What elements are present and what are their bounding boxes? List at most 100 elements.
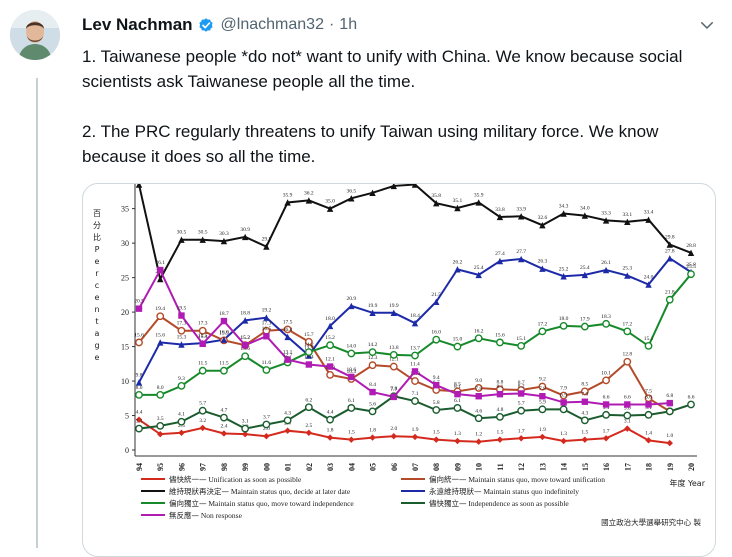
data-label: 17.3 xyxy=(262,321,272,327)
x-tick-label: 07 xyxy=(411,463,420,471)
data-label: 14.2 xyxy=(368,342,378,348)
data-point xyxy=(496,257,504,265)
data-point xyxy=(389,362,398,371)
data-point xyxy=(241,317,249,324)
data-point xyxy=(433,381,440,389)
data-point xyxy=(602,319,610,328)
y-tick-label: 0 xyxy=(125,446,129,455)
y-axis-label-char: n xyxy=(94,305,99,314)
data-label: 15.1 xyxy=(516,336,526,342)
data-point xyxy=(305,197,313,204)
more-options-button[interactable] xyxy=(696,14,718,36)
y-tick-label: 20 xyxy=(121,308,129,317)
x-tick-label: 97 xyxy=(199,463,208,471)
data-point xyxy=(644,341,653,350)
data-label: 15.6 xyxy=(134,332,144,338)
data-label: 8.8 xyxy=(496,379,503,385)
data-point xyxy=(156,421,165,430)
data-label: 3.2 xyxy=(199,418,206,424)
data-point xyxy=(580,387,589,396)
data-point xyxy=(368,361,377,370)
data-point xyxy=(517,390,525,397)
data-point xyxy=(623,327,632,336)
series-line xyxy=(138,267,670,406)
data-point xyxy=(348,302,355,310)
user-handle[interactable]: @lnachman32 xyxy=(220,16,324,33)
display-name[interactable]: Lev Nachman xyxy=(82,15,193,34)
data-label: 5.1 xyxy=(603,405,610,411)
x-tick-label: 02 xyxy=(305,463,314,471)
data-label: 1.3 xyxy=(454,431,461,437)
y-tick-label: 25 xyxy=(121,274,129,283)
data-label: 2.5 xyxy=(305,423,312,429)
data-point xyxy=(368,348,377,356)
data-label: 6.1 xyxy=(454,398,461,404)
y-axis-label-char: t xyxy=(95,317,98,326)
data-label: 13.7 xyxy=(410,346,420,352)
data-label: 3.1 xyxy=(136,419,143,425)
tweet-media-image[interactable]: 0 5 10 15 20 25 30 35 94 95 96 97 98 99 00 01 02 03 04 05 06… xyxy=(82,183,716,557)
data-label: 30.9 xyxy=(240,227,250,233)
x-tick-label: 15 xyxy=(581,463,590,471)
avatar[interactable] xyxy=(10,10,60,60)
data-point xyxy=(581,436,589,443)
data-point xyxy=(644,410,653,419)
data-point xyxy=(474,384,483,392)
legend-label-en: Maintain status quo, decide at later dat… xyxy=(229,487,351,496)
data-label: 5.9 xyxy=(539,399,546,405)
data-label: 12.8 xyxy=(622,352,632,358)
data-label: 5.7 xyxy=(518,401,525,407)
data-label: 2.0 xyxy=(390,426,397,432)
y-tick-label: 5 xyxy=(125,412,129,421)
data-point xyxy=(157,430,164,438)
data-label: 15.2 xyxy=(325,335,335,341)
data-label: 16.4 xyxy=(283,327,293,333)
data-point xyxy=(666,241,673,248)
data-label: 34.0 xyxy=(580,206,590,212)
data-label: 26.1 xyxy=(155,260,165,266)
tweet-paragraph: 2. The PRC regularly threatens to unify … xyxy=(82,122,659,166)
data-point xyxy=(432,335,441,344)
data-label: 25.3 xyxy=(622,266,632,272)
legend-label: 儘快統一— Unification as soon as possible xyxy=(169,474,302,484)
data-point xyxy=(666,255,673,262)
data-point xyxy=(241,424,250,433)
x-tick-label: 09 xyxy=(453,463,462,471)
x-tick-label: 17 xyxy=(623,463,632,471)
data-label: 36.5 xyxy=(346,188,356,194)
data-label: 15.5 xyxy=(198,333,208,339)
data-label: 35.8 xyxy=(431,193,441,199)
data-label: 1.3 xyxy=(560,431,567,437)
data-label: 20.5 xyxy=(134,299,144,305)
data-point xyxy=(665,407,674,416)
legend-label: 無反應— Non response xyxy=(169,510,243,520)
tweet-timestamp[interactable]: 1h xyxy=(339,16,358,33)
data-point xyxy=(220,413,228,422)
data-point xyxy=(645,437,652,444)
y-axis-label-char: 分 xyxy=(93,221,101,230)
data-point xyxy=(560,210,567,217)
y-axis-label-char: 比 xyxy=(93,232,101,242)
data-point xyxy=(135,338,143,347)
data-point xyxy=(326,434,334,441)
data-label: 16.5 xyxy=(262,326,272,332)
data-label: 9.4 xyxy=(433,375,440,381)
data-label: 2.4 xyxy=(220,423,227,429)
x-tick-label: 95 xyxy=(156,463,165,471)
data-point xyxy=(581,271,589,279)
data-label: 25.5 xyxy=(686,264,696,270)
y-tick-label: 10 xyxy=(121,377,129,386)
data-point xyxy=(580,322,589,331)
data-label: 35.1 xyxy=(453,198,463,204)
data-label: 9.2 xyxy=(539,377,546,383)
data-label: 6.1 xyxy=(348,398,355,404)
data-label: 1.5 xyxy=(581,430,588,436)
data-point xyxy=(496,213,504,221)
data-label: 15.9 xyxy=(219,330,229,336)
x-tick-label: 13 xyxy=(538,463,547,471)
data-label: 15.3 xyxy=(177,335,187,341)
data-point xyxy=(241,430,249,438)
data-point xyxy=(177,417,186,426)
data-label: 15.6 xyxy=(495,332,505,338)
data-point xyxy=(454,204,461,212)
